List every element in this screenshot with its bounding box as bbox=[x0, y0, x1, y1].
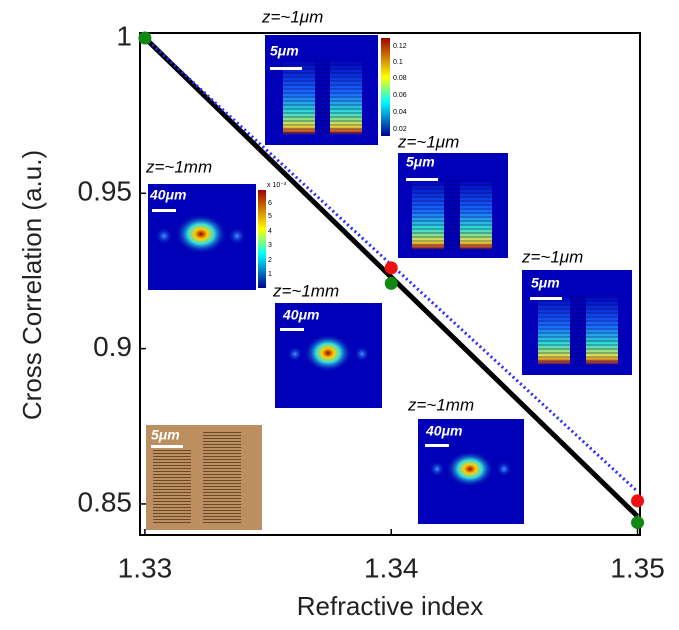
scale-bar bbox=[151, 445, 183, 448]
inset-stripes bbox=[283, 60, 362, 135]
inset-side bbox=[354, 346, 370, 362]
colorbar-label: 0.08 bbox=[393, 75, 407, 82]
scale-bar bbox=[425, 444, 449, 447]
colorbar-label: x 10⁻³ bbox=[267, 182, 287, 189]
scale-bar bbox=[280, 328, 304, 331]
inset: z=~1μm 5μm 0.12 0.1 0.08 0.06 0.04 0.02 bbox=[261, 7, 407, 145]
x-tick-label: 1.34 bbox=[364, 552, 419, 583]
y-tick-label: 0.95 bbox=[78, 176, 133, 207]
scale-bar bbox=[152, 209, 176, 212]
inset: 5μm bbox=[146, 425, 262, 530]
inset: z=~1μm 5μm bbox=[397, 132, 508, 258]
y-tick-label: 0.9 bbox=[93, 331, 132, 362]
y-axis-label: Cross Correlation (a.u.) bbox=[17, 150, 47, 420]
colorbar-label: 0.12 bbox=[393, 43, 407, 50]
colorbar-label: 6 bbox=[268, 200, 272, 207]
inset-side bbox=[429, 461, 445, 477]
x-axis-label: Refractive index bbox=[297, 591, 483, 621]
inset-spot bbox=[304, 334, 352, 372]
data-point bbox=[631, 494, 645, 508]
colorbar-label: 0.02 bbox=[393, 126, 407, 133]
colorbar bbox=[381, 38, 390, 136]
scale-bar bbox=[270, 67, 302, 70]
scale-bar bbox=[530, 297, 562, 300]
data-point bbox=[138, 31, 152, 45]
inset: z=~1mm 40μm x 10⁻³ 6 5 4 3 2 1 bbox=[145, 157, 287, 290]
colorbar bbox=[258, 190, 266, 288]
colorbar-label: 3 bbox=[268, 242, 272, 249]
scale-bar-label: 5μm bbox=[270, 43, 299, 59]
data-point bbox=[384, 276, 398, 290]
colorbar-label: 0.1 bbox=[393, 59, 403, 66]
inset-label: z=~1mm bbox=[407, 395, 474, 414]
scale-bar-label: 5μm bbox=[151, 427, 180, 443]
inset-stripes bbox=[538, 295, 618, 365]
colorbar-label: 1 bbox=[268, 271, 272, 278]
inset-side bbox=[496, 461, 512, 477]
inset-spot bbox=[175, 214, 227, 254]
colorbar-label: 4 bbox=[268, 228, 272, 235]
scale-bar-label: 40μm bbox=[425, 423, 462, 439]
inset-label: z=~1mm bbox=[272, 281, 339, 300]
x-tick-label: 1.35 bbox=[610, 552, 665, 583]
colorbar-label: 0.06 bbox=[393, 92, 407, 99]
inset: z=~1μm 5μm bbox=[521, 247, 632, 375]
y-tick-label: 0.85 bbox=[78, 486, 133, 517]
inset-spot bbox=[446, 451, 494, 487]
colorbar-label: 0.04 bbox=[393, 109, 407, 116]
scale-bar-label: 40μm bbox=[282, 307, 319, 323]
x-tick-label: 1.33 bbox=[118, 552, 173, 583]
inset-label: z=~1μm bbox=[521, 247, 583, 266]
inset-grating bbox=[203, 430, 241, 524]
series-line bbox=[143, 36, 639, 493]
data-point bbox=[384, 261, 398, 275]
colorbar-label: 2 bbox=[268, 257, 272, 264]
inset-side bbox=[228, 227, 246, 245]
inset-label: z=~1mm bbox=[145, 157, 212, 176]
scale-bar bbox=[406, 178, 438, 181]
inset: z=~1mm 40μm bbox=[407, 395, 524, 524]
scale-bar-label: 5μm bbox=[531, 275, 560, 291]
inset-grating bbox=[153, 448, 191, 524]
scale-bar-label: 40μm bbox=[149, 187, 186, 203]
y-tick-label: 1 bbox=[116, 20, 132, 51]
plot-frame bbox=[139, 32, 641, 536]
data-point bbox=[631, 516, 645, 530]
inset-stripes bbox=[412, 180, 492, 250]
inset-side bbox=[287, 346, 303, 362]
inset-side bbox=[155, 227, 173, 245]
inset: z=~1mm 40μm bbox=[272, 281, 382, 408]
colorbar-label: 5 bbox=[268, 213, 272, 220]
scale-bar-label: 5μm bbox=[406, 154, 435, 170]
inset-label: z=~1μm bbox=[397, 132, 459, 151]
inset-label: z=~1μm bbox=[261, 7, 323, 26]
